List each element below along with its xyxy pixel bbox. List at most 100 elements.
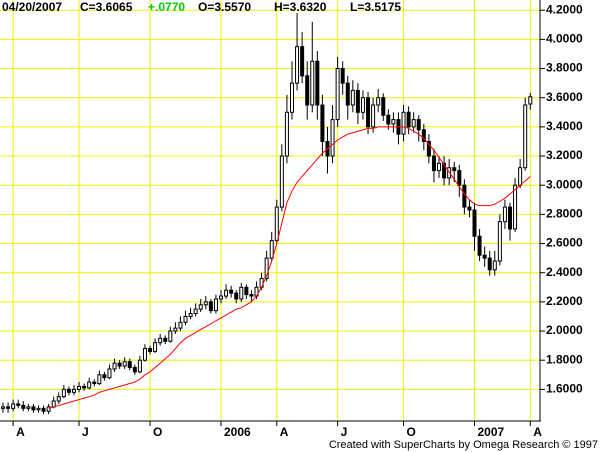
header-text: +.0770 [148,0,185,14]
y-tick-label: 4.0000 [546,32,583,46]
candle-body [487,257,492,271]
x-tick-label: J [82,425,89,439]
candle-body [502,206,507,223]
candle-body [97,374,102,385]
header-text: H=3.6320 [274,0,327,14]
candle-body [523,104,528,169]
candle-body [355,89,360,113]
candle-body [366,97,371,128]
candle-body [305,75,310,106]
candle-body [284,111,289,157]
y-tick-label: 2.2000 [546,294,583,308]
candle-body [71,388,76,393]
y-tick-label: 2.8000 [546,207,583,221]
candle-body [66,388,71,393]
candle-body [386,114,391,125]
candle-body [31,406,36,411]
candle-body [142,348,147,361]
candle-body [224,289,229,297]
x-tick-label: 2007 [478,425,505,439]
candle-body [193,308,198,315]
candle-body [137,359,142,373]
candle-body [513,184,518,230]
y-tick-label: 2.0000 [546,323,583,337]
candle-body [518,167,523,186]
candle-body [442,162,447,179]
x-tick-label: 2006 [224,425,251,439]
candle-body [508,206,512,230]
candle-body [132,367,137,373]
candle-body [269,240,274,259]
candle-body [21,404,26,409]
candle-body [51,400,56,408]
candle-body [203,301,208,306]
candle-body [421,129,426,142]
y-tick-label: 3.4000 [546,119,583,133]
x-tick-label: A [16,425,25,439]
candle-body [492,260,497,271]
candle-body [107,368,112,379]
candle-body [219,295,224,300]
candle-body [310,60,315,106]
candle-body [213,298,218,312]
y-tick-label: 4.2000 [546,2,583,16]
candle-body [482,254,487,259]
candle-body [330,119,335,157]
candle-body [117,362,122,367]
y-tick-label: 1.8000 [546,352,583,366]
candle-body [82,385,87,389]
x-tick-label: J [341,425,348,439]
y-tick-label: 3.0000 [546,177,583,191]
candle-body [274,206,279,242]
candle-body [122,361,127,367]
candle-body [345,82,350,106]
candle-body [360,97,365,113]
candle-body [148,348,153,352]
y-tick-label: 2.4000 [546,265,583,279]
candle-body [244,286,249,296]
candle-body [36,407,41,411]
candle-body [320,104,325,142]
candle-body [239,286,244,300]
candle-body [335,68,340,121]
candle-body [295,46,300,84]
candle-body [406,111,411,128]
candle-body [26,406,31,409]
candle-body [87,381,92,389]
candle-body [127,361,132,368]
x-tick-label: O [153,425,162,439]
candle-body [158,337,163,344]
candle-body [528,96,533,105]
candle-body [477,235,482,256]
candle-body [173,327,178,332]
candle-body [102,374,107,379]
candle-body [416,119,421,131]
candle-body [437,162,442,172]
candle-body [472,209,477,237]
x-tick-label: A [280,425,289,439]
x-tick-label: O [407,425,416,439]
credit: Created with SuperCharts by Omega Resear… [329,439,598,451]
candle-body [16,403,21,406]
candle-body [61,388,66,398]
candle-body [315,60,320,106]
header-text: O=3.5570 [198,0,251,14]
candle-body [249,294,254,297]
candle-body [1,406,5,409]
candle-body [279,155,284,208]
candle-body [457,170,462,186]
candle-body [300,46,305,77]
candle-body [56,396,61,402]
y-tick-label: 1.6000 [546,382,583,396]
candle-body [234,292,239,300]
candle-body [350,89,355,106]
x-tick-label: A [533,425,542,439]
candle-body [452,167,457,172]
y-tick-label: 2.6000 [546,236,583,250]
candle-body [188,313,193,317]
candle-body [183,315,188,323]
candle-body [229,289,234,294]
candle-body [41,407,46,412]
candle-body [467,206,472,211]
